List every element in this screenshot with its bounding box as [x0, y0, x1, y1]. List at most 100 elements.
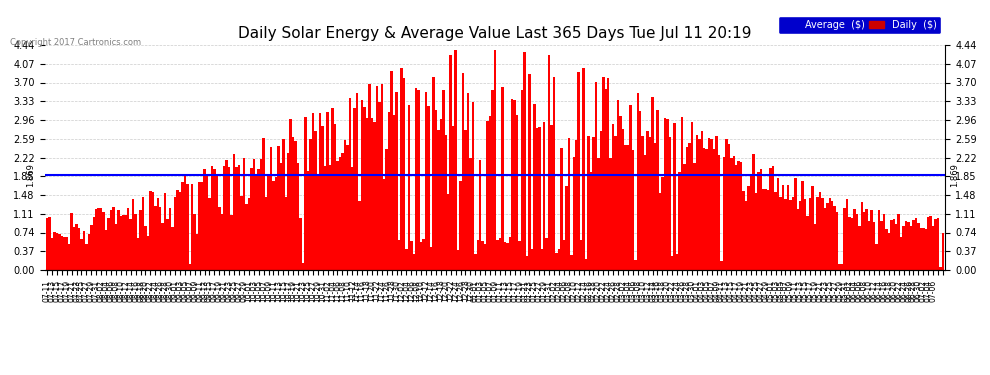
Bar — [836, 212, 839, 270]
Bar — [481, 241, 484, 270]
Bar — [203, 170, 206, 270]
Bar — [716, 136, 718, 270]
Bar — [516, 115, 519, 270]
Bar — [433, 77, 435, 270]
Bar — [334, 124, 337, 270]
Bar — [730, 158, 733, 270]
Bar — [353, 108, 356, 270]
Bar — [632, 150, 634, 270]
Bar — [509, 237, 511, 270]
Bar — [368, 84, 370, 270]
Bar — [459, 181, 461, 270]
Bar — [294, 141, 297, 270]
Bar — [930, 216, 932, 270]
Bar — [198, 182, 201, 270]
Bar — [50, 238, 53, 270]
Bar — [733, 156, 735, 270]
Bar — [841, 264, 843, 270]
Bar — [651, 97, 653, 270]
Bar — [494, 50, 496, 270]
Bar — [435, 111, 438, 270]
Bar — [329, 165, 332, 270]
Bar — [845, 199, 848, 270]
Text: 1.869: 1.869 — [949, 164, 958, 187]
Bar — [405, 249, 408, 270]
Bar — [241, 195, 243, 270]
Bar — [179, 192, 181, 270]
Bar — [49, 217, 50, 270]
Bar — [853, 209, 855, 270]
Text: 1.869: 1.869 — [27, 164, 36, 187]
Bar — [880, 220, 883, 270]
Bar — [302, 263, 304, 270]
Bar — [935, 219, 937, 270]
Bar — [703, 148, 706, 270]
Bar — [491, 90, 494, 270]
Bar — [85, 244, 88, 270]
Bar — [615, 136, 617, 270]
Bar — [110, 210, 112, 270]
Bar — [802, 182, 804, 270]
Bar — [819, 192, 821, 270]
Bar — [344, 140, 346, 270]
Bar — [451, 126, 454, 270]
Bar — [794, 178, 797, 270]
Bar — [769, 168, 772, 270]
Bar — [489, 116, 491, 270]
Bar — [708, 138, 711, 270]
Bar — [575, 140, 577, 270]
Bar — [346, 145, 348, 270]
Bar — [612, 124, 615, 270]
Bar — [580, 240, 582, 270]
Bar — [686, 147, 688, 270]
Bar — [693, 163, 696, 270]
Bar — [777, 178, 779, 270]
Bar — [875, 244, 878, 270]
Bar — [445, 135, 447, 270]
Bar — [885, 229, 888, 270]
Bar — [342, 153, 344, 270]
Bar — [671, 256, 673, 270]
Bar — [653, 143, 656, 270]
Bar — [282, 139, 284, 270]
Bar — [277, 146, 279, 270]
Bar — [534, 104, 536, 270]
Bar — [782, 185, 784, 270]
Bar — [863, 212, 865, 270]
Bar — [907, 222, 910, 270]
Bar — [314, 131, 317, 270]
Bar — [843, 208, 845, 270]
Bar — [676, 254, 678, 270]
Bar — [415, 88, 418, 270]
Bar — [922, 228, 925, 270]
Bar — [620, 116, 622, 270]
Bar — [145, 226, 147, 270]
Bar — [169, 209, 171, 270]
Bar — [337, 161, 339, 270]
Bar — [789, 200, 792, 270]
Bar — [910, 226, 912, 270]
Bar — [413, 254, 415, 270]
Bar — [752, 154, 754, 270]
Bar — [255, 174, 257, 270]
Bar — [68, 244, 70, 270]
Bar — [279, 163, 282, 270]
Bar — [65, 237, 68, 270]
Bar — [821, 198, 824, 270]
Bar — [784, 200, 787, 270]
Bar — [557, 249, 560, 270]
Bar — [905, 221, 907, 270]
Bar — [900, 237, 902, 270]
Bar — [787, 185, 789, 270]
Bar — [243, 158, 246, 270]
Bar — [547, 55, 550, 270]
Bar — [639, 111, 642, 270]
Bar — [925, 229, 927, 270]
Bar — [940, 267, 941, 270]
Bar — [744, 201, 747, 270]
Bar — [526, 256, 529, 270]
Bar — [757, 171, 759, 270]
Bar — [816, 198, 819, 270]
Bar — [469, 158, 471, 270]
Bar — [92, 217, 95, 270]
